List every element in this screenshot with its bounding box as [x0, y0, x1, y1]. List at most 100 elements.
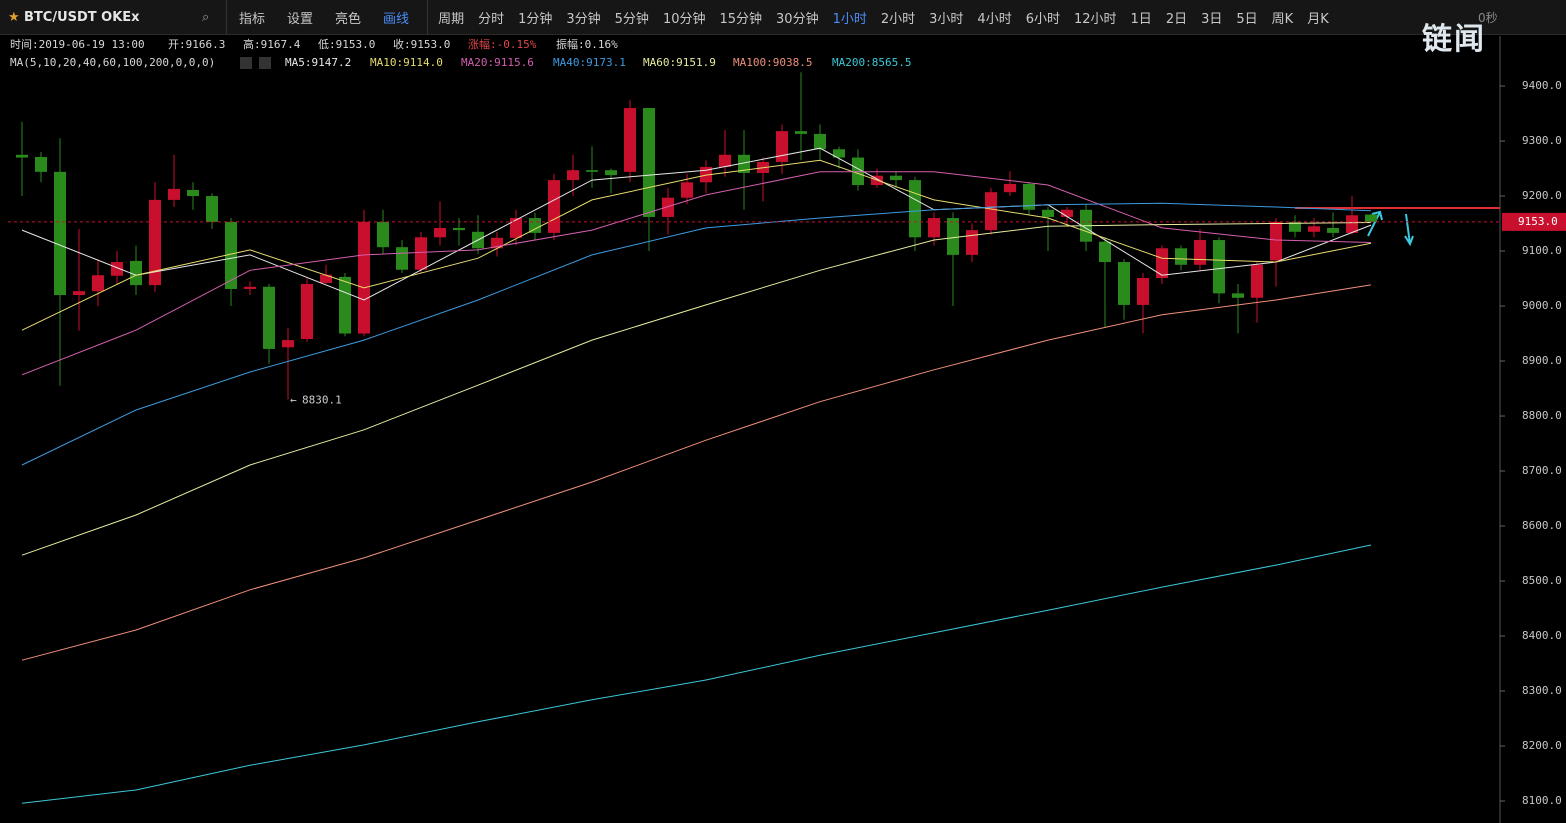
period-option[interactable]: 5分钟: [614, 11, 649, 27]
info-item: 低:9153.0: [318, 38, 375, 51]
candle-body: [776, 131, 788, 162]
y-tick-label: 9300.0: [1522, 134, 1562, 147]
ma-line: [21, 159, 1372, 331]
period-option[interactable]: 10分钟: [662, 11, 706, 27]
period-option[interactable]: 15分钟: [719, 11, 763, 27]
candle-body: [206, 196, 218, 222]
star[interactable]: ★: [8, 9, 20, 25]
drawn-arrow: [1367, 210, 1383, 237]
candle-body: [320, 274, 332, 283]
candle-body: [1289, 221, 1301, 232]
candle-body: [1004, 183, 1016, 193]
info-item: 收:9153.0: [393, 37, 450, 51]
candle-body: [814, 133, 826, 150]
candle-body: [396, 247, 408, 270]
candle-body: [225, 221, 237, 289]
candle-body: [130, 260, 142, 286]
separator: [427, 0, 429, 35]
candle-body: [187, 189, 199, 197]
candle-body: [453, 227, 465, 231]
candle-body: [624, 108, 636, 172]
period-option[interactable]: 1日: [1130, 11, 1152, 27]
candle-body: [1365, 214, 1377, 222]
y-tick-label: 9100.0: [1522, 244, 1562, 257]
candle-body: [1232, 293, 1244, 298]
symbol[interactable]: BTC/USDT OKEx: [24, 9, 140, 25]
candle-body: [1156, 248, 1168, 278]
toolbar: ★ BTC/USDT OKEx ⌕ 指标 设置 亮色 画线 周期 分时 1分钟 3分…: [0, 0, 1566, 35]
candle-body: [1346, 215, 1358, 233]
legend-entry: MA5:9147.2: [285, 56, 351, 69]
candle-body: [1118, 262, 1130, 305]
period-option[interactable]: 1分钟: [518, 11, 553, 27]
period-option[interactable]: 4小时: [977, 11, 1012, 27]
period-option[interactable]: 2日: [1165, 11, 1188, 27]
period-option[interactable]: 3小时: [929, 11, 964, 27]
periods: 分时 1分钟 3分钟 5分钟 10分钟 15分钟 30分钟 1小时 2小时 3小时 4小时 6小时 12…: [464, 8, 1329, 27]
tool-settings[interactable]: 设置: [287, 11, 314, 27]
candle-body: [643, 108, 655, 217]
candle-body: [434, 227, 446, 238]
candle-body: [852, 157, 864, 186]
period-option[interactable]: 2小时: [880, 11, 916, 27]
candle-body: [795, 131, 807, 134]
candle-body: [1308, 226, 1320, 232]
ma-line: [21, 202, 1372, 466]
candle-body: [415, 237, 427, 270]
tool-light[interactable]: 亮色: [335, 11, 362, 27]
ma-icon[interactable]: [240, 57, 252, 69]
period-option[interactable]: 分时: [478, 11, 505, 27]
period-option[interactable]: 6小时: [1025, 11, 1060, 27]
y-tick-label: 8500.0: [1522, 574, 1562, 587]
candle-body: [16, 154, 28, 158]
candle-body: [491, 237, 503, 249]
search-icon[interactable]: ⌕: [202, 9, 210, 25]
legend-entry: MA40:9173.1: [553, 56, 626, 69]
period-option[interactable]: 周K: [1271, 11, 1294, 27]
candle-body: [35, 156, 47, 172]
ma-params: MA(5,10,20,40,60,100,200,0,0,0): [10, 56, 215, 69]
y-tick-label: 8700.0: [1522, 464, 1562, 477]
candle-body: [73, 291, 85, 296]
y-tick-label: 9200.0: [1522, 189, 1562, 202]
tool-indicator[interactable]: 指标: [239, 11, 266, 27]
candle-body: [681, 182, 693, 198]
period-option[interactable]: 5日: [1236, 11, 1258, 27]
candle-body: [1023, 183, 1035, 210]
ma-line: [21, 544, 1372, 804]
period-option[interactable]: 1小时: [832, 11, 867, 27]
last-price-box: [1502, 212, 1566, 231]
candle-body: [567, 170, 579, 181]
candle-body: [966, 230, 978, 255]
legend-entry: MA200:8565.5: [832, 56, 911, 69]
period-menu[interactable]: 周期: [438, 11, 465, 27]
info-item: 涨幅:-0.15%: [468, 38, 537, 51]
candle-body: [1270, 221, 1282, 261]
candle-body: [111, 262, 123, 276]
candle-body: [928, 218, 940, 238]
legend-entry: MA60:9151.9: [643, 56, 716, 69]
period-option[interactable]: 月K: [1307, 11, 1329, 27]
candle-body: [377, 221, 389, 248]
candle-body: [548, 180, 560, 233]
legend-entry: MA100:9038.5: [733, 56, 812, 69]
candle-body: [92, 275, 104, 292]
candle-body: [1213, 240, 1225, 294]
low-arrow: ←: [290, 393, 297, 406]
period-option[interactable]: 12小时: [1073, 11, 1117, 27]
candle-body: [1061, 209, 1073, 217]
period-option[interactable]: 3日: [1201, 11, 1223, 27]
watermark: 链闻: [1422, 22, 1486, 57]
ma-icon[interactable]: [259, 57, 271, 69]
ma-line: [21, 222, 1372, 556]
candle-body: [1137, 277, 1149, 305]
y-tick-label: 9000.0: [1522, 299, 1562, 312]
period-option[interactable]: 3分钟: [566, 11, 601, 27]
candle-body: [833, 149, 845, 158]
candle-body: [1042, 209, 1054, 217]
period-option[interactable]: 30分钟: [776, 11, 819, 27]
tool-draw[interactable]: 画线: [383, 11, 410, 27]
candle-body: [1327, 227, 1339, 233]
candle-body: [1251, 264, 1263, 298]
